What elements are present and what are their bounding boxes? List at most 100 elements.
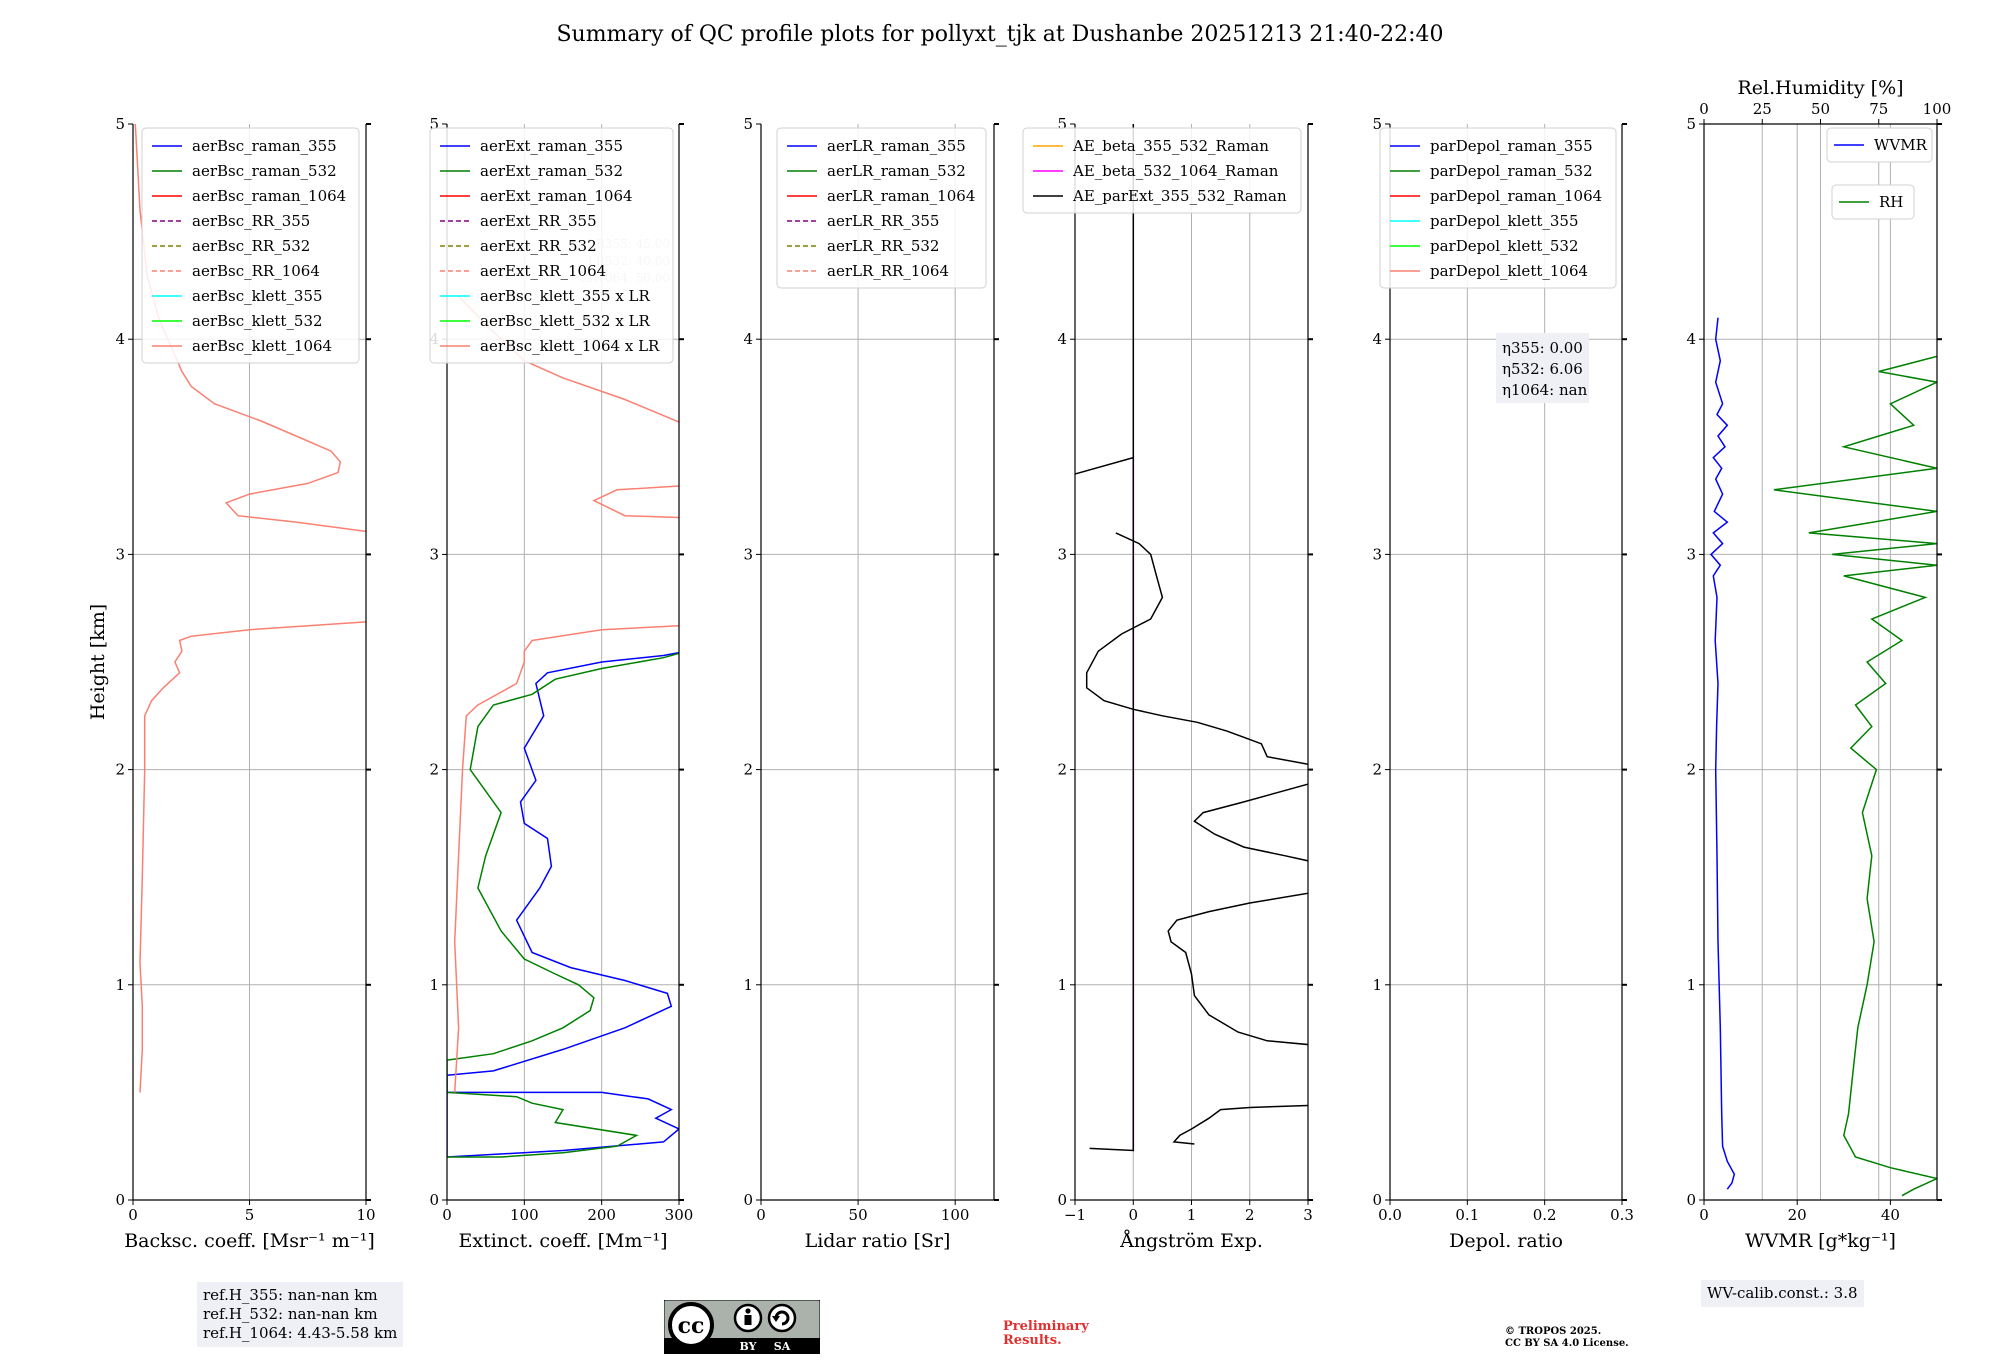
y-tick-label: 2 <box>1686 761 1696 779</box>
cc-by-text: BY <box>740 1340 757 1353</box>
x-axis-label: Depol. ratio <box>1449 1230 1563 1252</box>
legend-label: aerExt_raman_1064 <box>480 187 633 205</box>
legend-label: aerBsc_RR_532 <box>192 237 310 255</box>
x-tick-label: 0 <box>756 1206 766 1224</box>
ref-height-box: ref.H_355: nan-nan km ref.H_532: nan-nan… <box>197 1282 404 1347</box>
x-axis-label: Lidar ratio [Sr] <box>805 1230 951 1252</box>
x-tick-label: 0.1 <box>1455 1206 1479 1224</box>
x-tick-label: 20 <box>1788 1206 1807 1224</box>
x-tick-label: 50 <box>849 1206 868 1224</box>
y-tick-label: 1 <box>115 976 125 994</box>
legend-label: parDepol_klett_355 <box>1430 212 1579 230</box>
x-axis-label: Backsc. coeff. [Msr⁻¹ m⁻¹] <box>124 1230 375 1252</box>
data-area <box>447 295 679 1158</box>
legend-label: parDepol_raman_532 <box>1430 162 1593 180</box>
x-tick-label: 300 <box>665 1206 694 1224</box>
copyright-note: © TROPOS 2025. CC BY SA 4.0 License. <box>1505 1326 1629 1350</box>
data-area <box>1709 317 1937 1197</box>
y-tick-label: 0 <box>1686 1191 1696 1209</box>
series-RH <box>1773 355 1937 1197</box>
legend: aerBsc_raman_355 aerBsc_raman_532 aerBsc_r… <box>141 127 360 364</box>
legend-label: aerLR_raman_532 <box>827 162 966 180</box>
y-tick-label: 1 <box>1686 976 1696 994</box>
legend-label: aerBsc_raman_1064 <box>192 187 346 205</box>
y-tick-label: 5 <box>1686 115 1696 133</box>
top-x-axis-label: Rel.Humidity [%] <box>1737 77 1903 99</box>
series-AE_parExt_355_532_Raman <box>1172 1104 1308 1145</box>
y-tick-label: 3 <box>429 545 439 563</box>
x-tick-label: 40 <box>1881 1206 1900 1224</box>
legend-box <box>429 127 674 364</box>
y-tick-label: 4 <box>115 330 125 348</box>
legend-label: aerBsc_klett_355 <box>192 287 323 305</box>
figure-title: Summary of QC profile plots for pollyxt_… <box>556 22 1444 47</box>
legend-label: aerBsc_klett_1064 <box>192 337 332 355</box>
preliminary-line-2: Results. <box>1003 1333 1062 1348</box>
legend-label: aerExt_raman_532 <box>480 162 623 180</box>
ref-height-1064: ref.H_1064: 4.43-5.58 km <box>203 1324 398 1342</box>
series-aerExt_raman_355 <box>447 651 679 1158</box>
top-x-tick-label: 25 <box>1753 100 1772 118</box>
legend-box <box>1831 184 1915 220</box>
series-AE_parExt_355_532_Raman <box>1075 456 1135 1152</box>
legend-label: aerLR_raman_1064 <box>827 187 975 205</box>
y-tick-label: 3 <box>743 545 753 563</box>
legend-label: aerExt_raman_355 <box>480 137 623 155</box>
x-tick-label: 2 <box>1245 1206 1255 1224</box>
x-tick-label: 100 <box>941 1206 970 1224</box>
series-AE_parExt_355_532_Raman <box>1085 532 1308 765</box>
legend-box <box>141 127 360 364</box>
x-tick-label: 0.3 <box>1610 1206 1634 1224</box>
wv-calib-box: WV-calib.const.: 3.8 <box>1701 1280 1864 1307</box>
legend-label: RH <box>1879 193 1903 211</box>
copyright-line-1: © TROPOS 2025. <box>1505 1326 1602 1337</box>
eta-box: η355: 0.00 η532: 6.06 η1064: nan <box>1496 333 1589 403</box>
y-tick-label: 4 <box>1686 330 1696 348</box>
copyright-line-2: CC BY SA 4.0 License. <box>1505 1338 1629 1349</box>
legend-label: aerLR_RR_532 <box>827 237 939 255</box>
y-tick-label: 3 <box>1686 545 1696 563</box>
y-tick-label: 5 <box>1057 115 1067 133</box>
y-tick-label: 2 <box>429 761 439 779</box>
series-aerExt_raman_532 <box>447 652 679 1158</box>
y-tick-label: 1 <box>1372 976 1382 994</box>
legend-box <box>1826 127 1933 163</box>
y-tick-label: 0 <box>1057 1191 1067 1209</box>
legend-box <box>1379 127 1617 289</box>
preliminary-note: Preliminary Results. <box>1003 1320 1089 1348</box>
legend-label: AE_beta_355_532_Raman <box>1072 137 1269 155</box>
x-tick-label: 0 <box>1699 1206 1709 1224</box>
x-axis-label: WVMR [g*kg⁻¹] <box>1745 1230 1896 1252</box>
legend-box <box>1022 127 1302 214</box>
legend-label: parDepol_raman_355 <box>1430 137 1593 155</box>
eta-box-bg <box>1496 333 1589 403</box>
legend-label: aerBsc_raman_532 <box>192 162 337 180</box>
legend-label: aerExt_RR_1064 <box>480 262 606 280</box>
legend-label: aerLR_RR_355 <box>827 212 939 230</box>
y-tick-label: 4 <box>1372 330 1382 348</box>
y-tick-label: 0 <box>429 1191 439 1209</box>
legend: WVMR RH <box>1826 127 1933 220</box>
x-tick-label: 0.2 <box>1533 1206 1557 1224</box>
legend-label: aerBsc_raman_355 <box>192 137 337 155</box>
y-tick-label: 3 <box>1057 545 1067 563</box>
y-tick-label: 3 <box>1372 545 1382 563</box>
legend-label: aerBsc_klett_355 x LR <box>480 287 651 305</box>
x-axis-label: Ångström Exp. <box>1119 1230 1263 1252</box>
x-tick-label: 10 <box>356 1206 375 1224</box>
x-tick-label: 100 <box>510 1206 539 1224</box>
legend-label: parDepol_klett_1064 <box>1430 262 1588 280</box>
y-tick-label: 0 <box>1372 1191 1382 1209</box>
x-tick-label: 200 <box>587 1206 616 1224</box>
legend-label: parDepol_klett_532 <box>1430 237 1579 255</box>
y-tick-label: 4 <box>743 330 753 348</box>
y-tick-label: 2 <box>115 761 125 779</box>
legend-label: aerBsc_klett_1064 x LR <box>480 337 660 355</box>
legend: parDepol_raman_355 parDepol_raman_532 parD… <box>1379 127 1617 289</box>
legend-label: aerBsc_RR_1064 <box>192 262 320 280</box>
legend-label: aerLR_raman_355 <box>827 137 966 155</box>
y-tick-label: 1 <box>743 976 753 994</box>
